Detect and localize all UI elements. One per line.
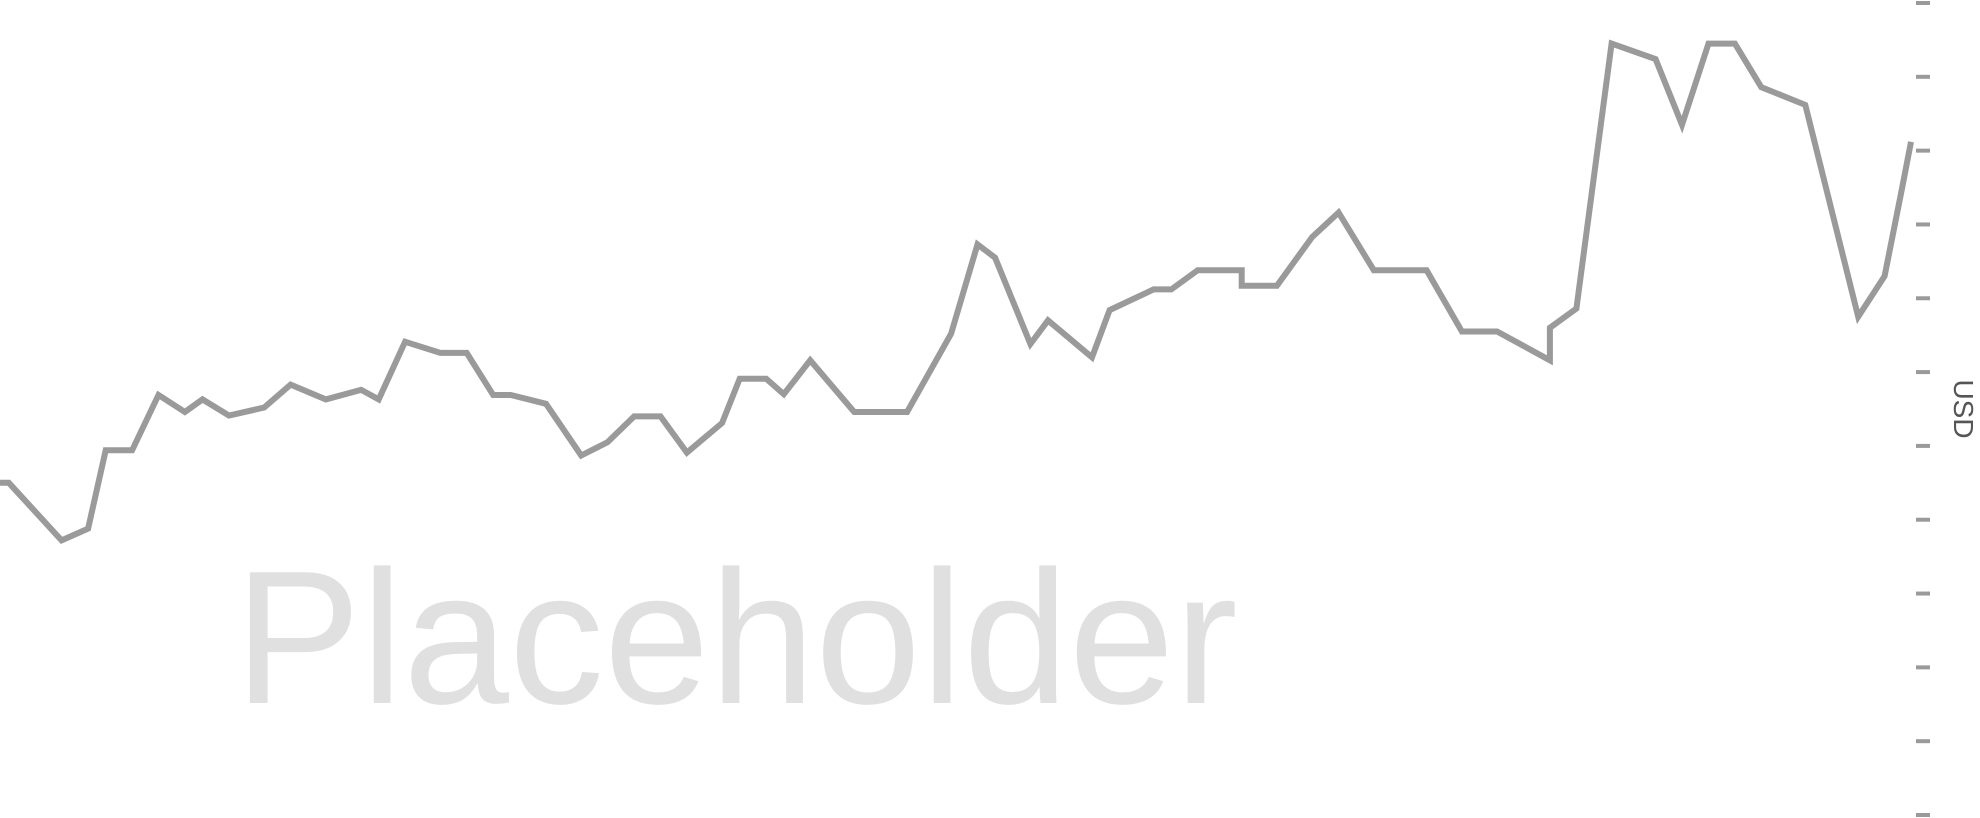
- placeholder-watermark: Placeholder: [234, 532, 1237, 744]
- price-series-line: [0, 39, 1914, 545]
- y-axis-ticks: [1916, 1, 1930, 817]
- y-axis-label: USD: [1948, 379, 1979, 438]
